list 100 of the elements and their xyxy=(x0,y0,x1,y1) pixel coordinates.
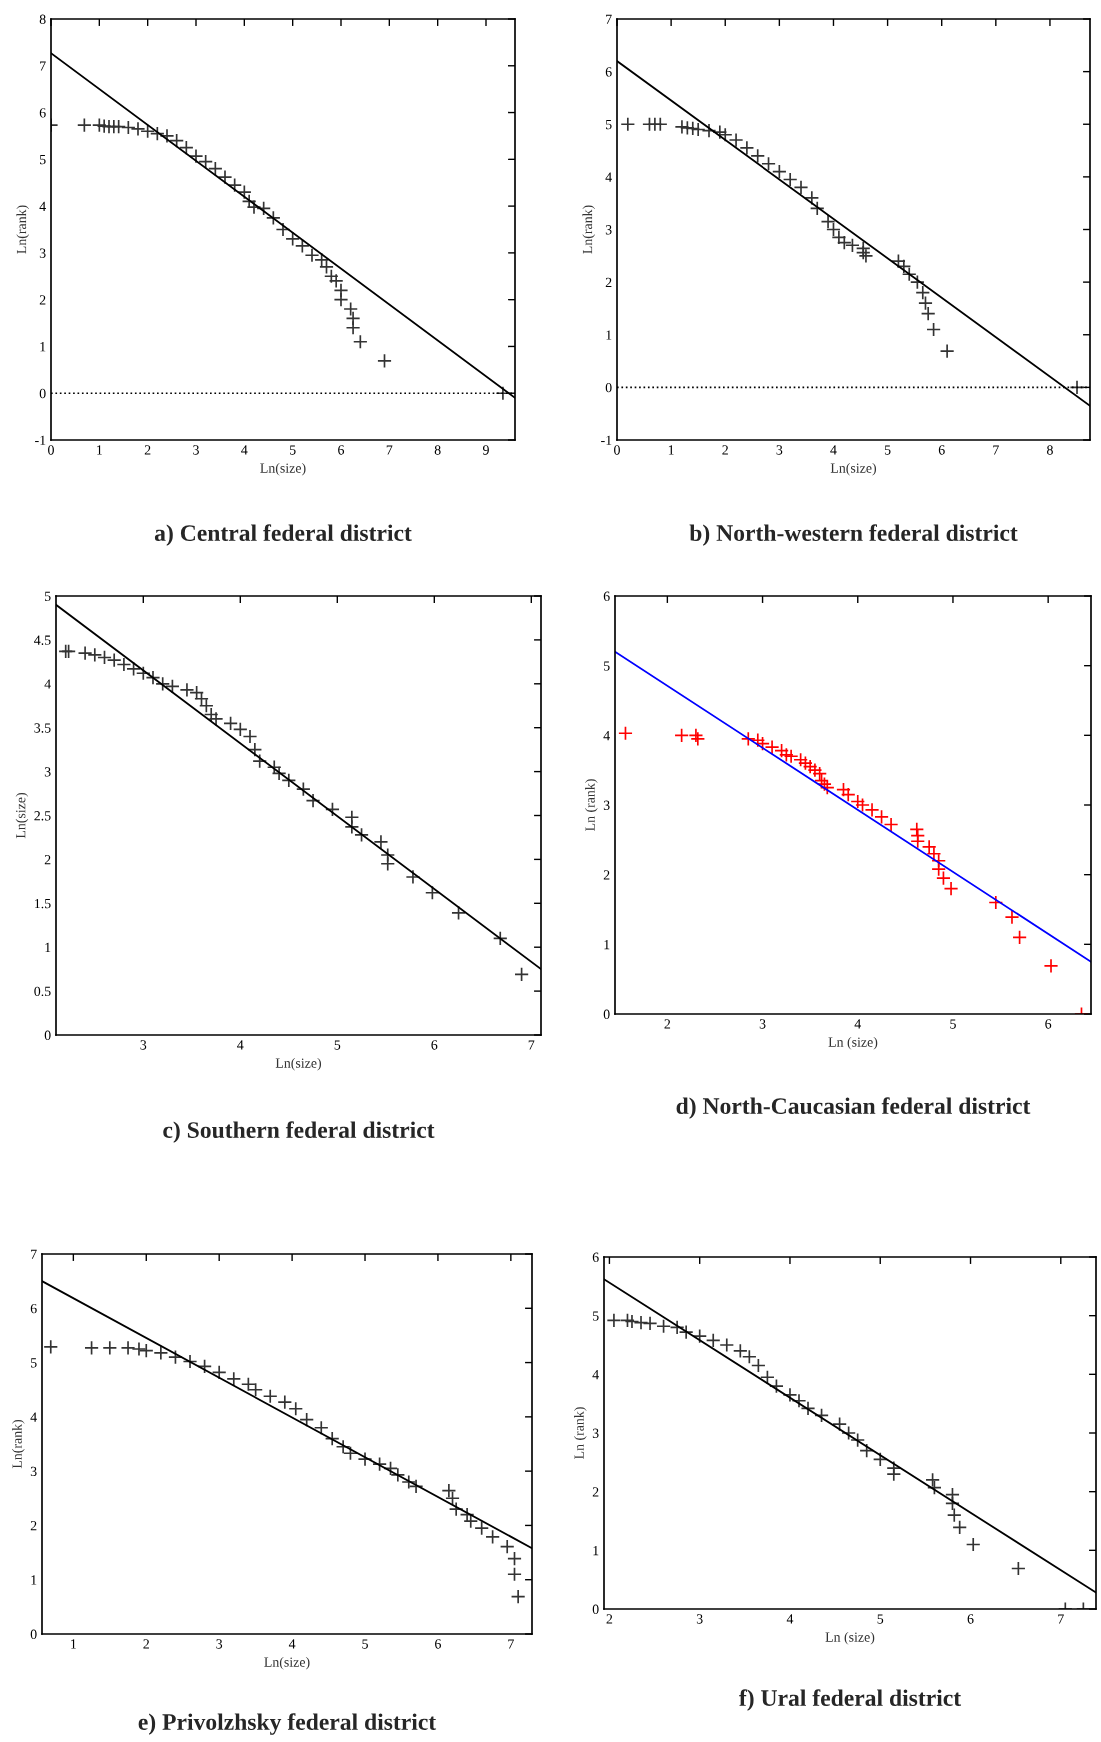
point xyxy=(943,881,959,897)
y-tick-label: 2 xyxy=(39,295,46,305)
point xyxy=(855,797,870,813)
text: e) Privolzhsky federal district xyxy=(138,1713,437,1735)
point xyxy=(343,301,359,317)
y-tick-label: 0.5 xyxy=(34,986,51,997)
point xyxy=(182,1354,198,1369)
point xyxy=(126,661,142,677)
y-tick-label: 1.5 xyxy=(35,898,51,909)
point xyxy=(354,827,369,843)
point xyxy=(91,117,107,133)
point xyxy=(135,665,151,681)
point xyxy=(642,1315,658,1331)
point xyxy=(248,1382,264,1398)
point xyxy=(188,148,204,164)
point xyxy=(408,1478,424,1494)
x-tick-label: 5 xyxy=(334,1040,341,1050)
y-tick-label: 7 xyxy=(40,61,46,71)
point xyxy=(294,238,310,254)
point xyxy=(495,385,511,401)
x-tick-label: 7 xyxy=(508,1639,514,1649)
y-tick-label: 5 xyxy=(606,119,612,130)
point xyxy=(43,1339,59,1355)
point xyxy=(797,755,813,771)
point xyxy=(669,1319,685,1335)
x-tick-label: 3 xyxy=(759,1019,766,1029)
point xyxy=(510,1589,526,1604)
point xyxy=(1010,1561,1026,1576)
point xyxy=(926,322,942,337)
point xyxy=(285,231,301,247)
point xyxy=(459,1507,475,1522)
x-axis-title: Ln (size) xyxy=(825,1632,875,1645)
point xyxy=(771,164,787,180)
point xyxy=(507,1566,522,1582)
y-tick-label: 4.5 xyxy=(34,635,51,645)
point xyxy=(266,759,282,775)
point xyxy=(405,869,421,885)
x-tick-label: 3 xyxy=(140,1040,147,1050)
point xyxy=(836,235,852,251)
point xyxy=(372,1456,388,1472)
point xyxy=(774,743,790,759)
point xyxy=(750,1358,766,1373)
point xyxy=(759,1369,775,1385)
point xyxy=(782,1387,798,1403)
point xyxy=(624,1314,640,1329)
point xyxy=(106,652,122,668)
point xyxy=(344,819,360,835)
point xyxy=(197,1358,213,1374)
y-tick-label: 0 xyxy=(39,388,46,399)
point xyxy=(732,1343,748,1359)
y-tick-label: 3 xyxy=(44,767,51,777)
y-tick-label: 6 xyxy=(39,108,46,118)
y-tick-label: 0 xyxy=(30,1629,37,1639)
x-tick-label: 1 xyxy=(668,445,674,455)
x-tick-label: 7 xyxy=(993,445,999,455)
point xyxy=(198,698,214,714)
point xyxy=(424,885,440,901)
point xyxy=(688,727,704,743)
point xyxy=(87,647,103,663)
point xyxy=(921,839,937,855)
point xyxy=(305,793,321,808)
point xyxy=(232,722,248,737)
point xyxy=(343,1445,358,1461)
x-tick-label: 4 xyxy=(288,1639,296,1649)
y-tick-label: 1 xyxy=(606,330,612,340)
point xyxy=(739,140,755,156)
x-tick-label: 6 xyxy=(938,445,945,455)
point xyxy=(116,657,132,672)
y-tick-label: 7 xyxy=(606,14,612,24)
point xyxy=(618,725,633,741)
y-tick-label: 5 xyxy=(604,661,610,671)
point xyxy=(909,274,925,290)
point xyxy=(145,670,161,686)
point xyxy=(252,753,268,769)
y-tick-label: 1 xyxy=(31,1575,37,1585)
point xyxy=(692,1328,708,1344)
point xyxy=(485,1529,501,1545)
y-tick-label: 3 xyxy=(605,225,612,235)
point xyxy=(793,752,809,768)
y-tick-label: 3.5 xyxy=(34,723,51,733)
point xyxy=(323,268,339,284)
point xyxy=(832,1416,848,1432)
point xyxy=(925,1472,941,1488)
point xyxy=(463,1513,479,1529)
point xyxy=(345,320,361,336)
point xyxy=(886,1466,902,1482)
point xyxy=(945,1495,960,1511)
point xyxy=(769,1378,784,1394)
x-axis-title: Ln(size) xyxy=(264,1657,310,1670)
y-tick-label: 5 xyxy=(45,591,51,601)
y-tick-label: 2 xyxy=(30,1521,37,1531)
point xyxy=(120,1340,136,1356)
point xyxy=(97,650,112,665)
y-tick-label: 1 xyxy=(40,342,46,352)
y-tick-label: 0 xyxy=(603,1009,610,1019)
point xyxy=(246,199,262,215)
x-tick-label: 3 xyxy=(216,1639,223,1649)
y-tick-label: 0 xyxy=(605,382,612,393)
point xyxy=(77,645,93,661)
point xyxy=(373,834,389,850)
